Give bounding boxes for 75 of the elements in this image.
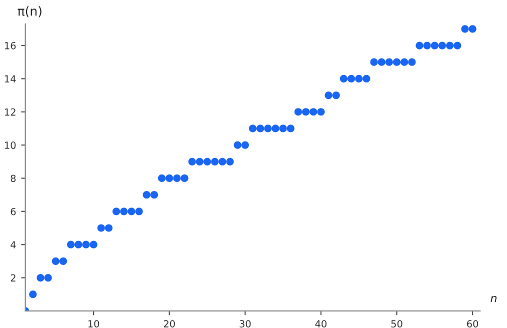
point — [82, 240, 90, 248]
y-tick-label: 2 — [10, 274, 16, 282]
point — [120, 208, 128, 216]
x-tick-label: 10 — [88, 320, 100, 328]
point — [362, 74, 370, 82]
point — [446, 42, 454, 50]
point — [272, 124, 280, 132]
point — [90, 240, 98, 248]
point — [180, 174, 188, 182]
point — [158, 174, 166, 182]
point — [378, 58, 386, 66]
point — [29, 290, 37, 298]
x-tick-label: 40 — [315, 320, 326, 328]
point — [104, 224, 113, 232]
x-axis-title: n — [490, 296, 497, 302]
point — [226, 158, 234, 166]
point — [392, 58, 401, 66]
x-tick-label: 20 — [164, 320, 175, 328]
point — [59, 257, 68, 265]
point — [211, 158, 219, 166]
point — [97, 224, 105, 232]
point — [142, 191, 150, 199]
point — [188, 158, 196, 166]
y-tick-label: 12 — [5, 108, 16, 116]
y-tick-label: 4 — [10, 241, 16, 248]
point — [112, 208, 120, 216]
point — [302, 108, 310, 116]
point — [166, 174, 174, 182]
point — [248, 124, 257, 132]
point — [203, 158, 212, 166]
y-axis-title: π(n) — [18, 6, 42, 18]
point — [74, 240, 82, 248]
point — [279, 124, 287, 132]
point — [385, 58, 393, 66]
point — [286, 124, 294, 132]
point — [438, 42, 446, 50]
point — [52, 257, 60, 265]
point — [135, 208, 143, 216]
point — [234, 141, 242, 149]
point — [150, 191, 158, 199]
point — [400, 58, 408, 66]
point — [324, 91, 332, 100]
y-tick-label: 16 — [5, 42, 16, 50]
point — [355, 74, 363, 82]
point — [36, 274, 44, 282]
point — [44, 274, 52, 282]
point — [454, 42, 462, 50]
point — [310, 108, 318, 116]
x-tick-label: 50 — [391, 320, 402, 328]
point — [340, 74, 348, 82]
y-tick-label: 10 — [5, 142, 16, 149]
point — [241, 141, 249, 149]
point — [347, 74, 356, 82]
point — [294, 108, 302, 116]
point — [196, 158, 204, 166]
x-tick-label: 60 — [467, 320, 478, 328]
y-tick-label: 6 — [10, 208, 16, 216]
point — [370, 58, 378, 66]
point — [218, 158, 226, 166]
point — [408, 58, 416, 66]
y-tick-label: 8 — [10, 174, 16, 182]
point — [256, 124, 264, 132]
point — [430, 42, 438, 50]
point — [317, 108, 325, 116]
point — [423, 42, 431, 50]
point — [173, 174, 181, 182]
point — [416, 42, 424, 50]
point — [468, 25, 476, 33]
point — [332, 91, 340, 100]
point — [461, 25, 469, 33]
y-tick-label: 14 — [5, 75, 16, 82]
x-tick-label: 30 — [240, 320, 251, 328]
point — [128, 208, 136, 216]
point — [264, 124, 272, 132]
point — [67, 240, 75, 248]
